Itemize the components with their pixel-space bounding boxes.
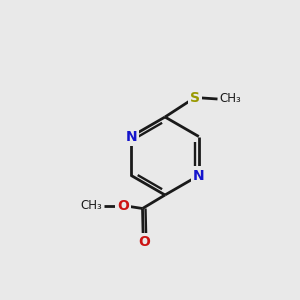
- Text: S: S: [190, 91, 200, 104]
- Text: CH₃: CH₃: [80, 199, 102, 212]
- Text: CH₃: CH₃: [219, 92, 241, 106]
- Text: O: O: [117, 199, 129, 212]
- Text: N: N: [125, 130, 137, 143]
- Text: N: N: [193, 169, 205, 182]
- Text: O: O: [139, 235, 151, 248]
